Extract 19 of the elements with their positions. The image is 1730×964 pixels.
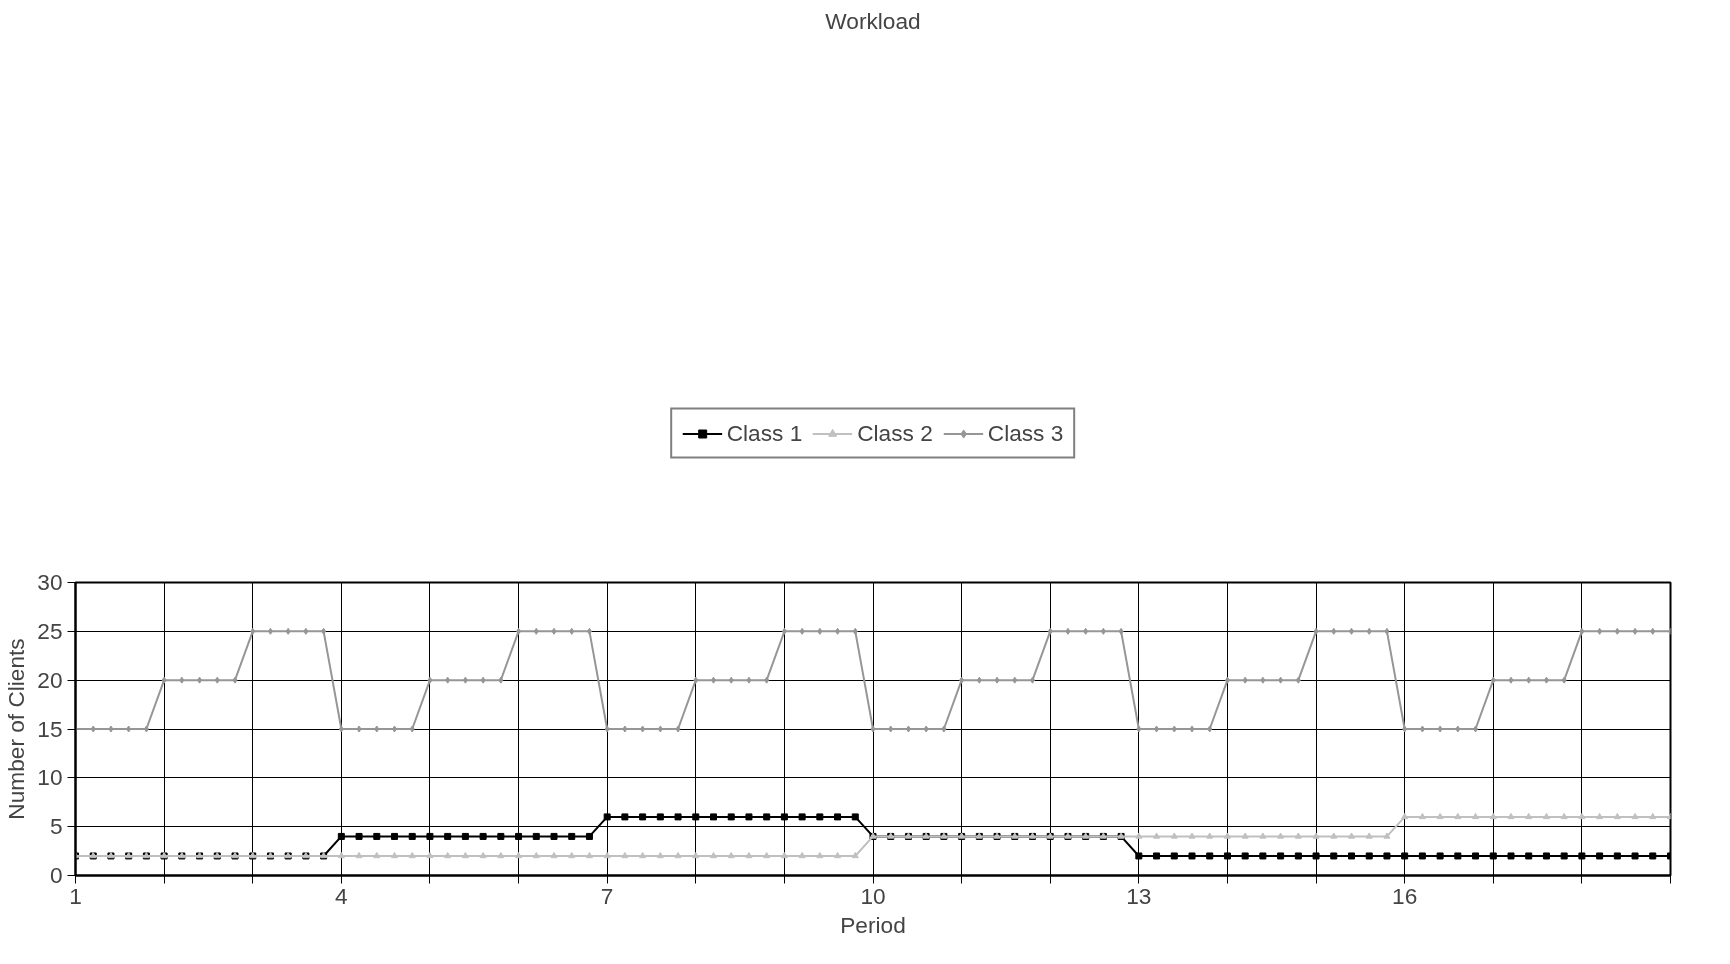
y-tick-label: 25 — [37, 617, 63, 644]
y-tick-label: 10 — [37, 764, 63, 791]
y-axis-title: Number of Clients — [3, 638, 30, 820]
legend-label: Class 1 — [726, 419, 803, 447]
y-tick-label: 5 — [49, 813, 63, 840]
x-tick-label: 10 — [860, 882, 886, 909]
y-tick-label: 20 — [37, 666, 63, 693]
x-tick-label: 1 — [69, 882, 82, 909]
y-tick-label: 15 — [37, 715, 63, 742]
legend-label: Class 2 — [857, 419, 933, 447]
x-tick-label: 13 — [1126, 882, 1152, 909]
legend-label: Class 3 — [987, 419, 1064, 447]
x-tick-label: 16 — [1392, 882, 1418, 909]
y-tick-label: 0 — [49, 862, 63, 888]
y-tick-label: 30 — [37, 569, 63, 595]
x-axis-title: Period — [840, 911, 906, 938]
x-tick-label: 4 — [335, 882, 348, 909]
chart-title: Workload — [825, 7, 921, 34]
x-tick-label: 7 — [600, 882, 614, 909]
